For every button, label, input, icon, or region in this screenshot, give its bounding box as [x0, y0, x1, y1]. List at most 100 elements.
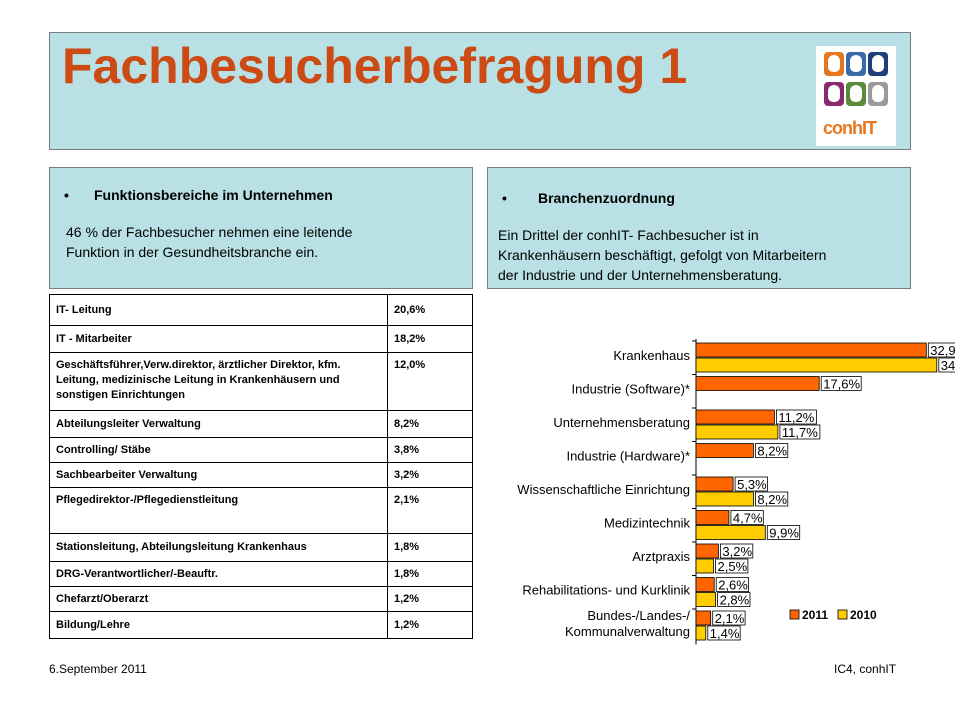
logo-face-icon	[868, 52, 888, 76]
data-label: 2,1%	[715, 611, 745, 626]
bar-2011	[695, 610, 712, 626]
data-label: 2,6%	[718, 578, 748, 593]
table-row: Geschäftsführer,Verw.direktor, ärztliche…	[49, 352, 473, 411]
data-label-box	[754, 443, 789, 458]
bar-2010	[695, 525, 766, 540]
table-cell-label: DRG-Verantwortlicher/-Beauftr.	[49, 561, 388, 587]
data-label-box	[779, 424, 821, 440]
category-label: Arztpraxis	[632, 549, 690, 564]
industry-text: Ein Drittel der conhIT- Fachbesucher ist…	[498, 225, 826, 285]
bar-2011	[695, 376, 820, 391]
table-row: Abteilungsleiter Verwaltung 8,2%	[49, 410, 473, 438]
data-label-box	[715, 577, 749, 592]
table-cell-label: Abteilungsleiter Verwaltung	[49, 410, 388, 438]
bar-2011	[695, 476, 734, 492]
table-row: Pflegedirektor-/Pflegedienstleitung 2,1%	[49, 487, 473, 534]
table-row: Stationsleitung, Abteilungsleitung Krank…	[49, 533, 473, 562]
functions-text: 46 % der Fachbesucher nehmen eine leiten…	[66, 222, 352, 262]
data-label-box	[717, 592, 751, 607]
data-label-box	[734, 476, 768, 492]
table-cell-label: Sachbearbeiter Verwaltung	[49, 462, 388, 488]
table-cell-value: 1,8%	[387, 561, 473, 587]
data-label-box	[766, 525, 801, 540]
legend-swatch	[837, 609, 848, 620]
table-cell-label: Chefarzt/Oberarzt	[49, 586, 388, 612]
data-label: 11,7%	[782, 425, 818, 440]
conhit-logo: conhIT	[816, 46, 896, 146]
footer-date: 6.September 2011	[49, 662, 147, 676]
bar-2010	[695, 592, 717, 607]
data-label-box	[775, 409, 817, 425]
data-label: 8,2%	[757, 492, 787, 507]
table-row: Bildung/Lehre 1,2%	[49, 611, 473, 639]
table-cell-value: 1,2%	[387, 586, 473, 612]
legend-box	[788, 607, 882, 623]
table-cell-value: 1,8%	[387, 533, 473, 562]
category-label: Industrie (Hardware)*	[566, 449, 690, 464]
table-cell-value: 2,1%	[387, 487, 473, 534]
data-label: 17,6%	[823, 377, 860, 392]
table-cell-label: Geschäftsführer,Verw.direktor, ärztliche…	[49, 352, 388, 411]
industry-heading: Branchenzuordnung	[538, 190, 675, 206]
functions-heading: Funktionsbereiche im Unternehmen	[94, 187, 333, 203]
data-label-box	[927, 342, 955, 358]
data-label: 8,2%	[757, 444, 787, 459]
functions-text-line: 46 % der Fachbesucher nehmen eine leiten…	[66, 224, 353, 240]
data-label-box	[730, 510, 764, 525]
logo-text: conhIT	[823, 118, 877, 138]
category-label: Medizintechnik	[604, 516, 690, 531]
data-label: 9,9%	[769, 526, 799, 541]
table-row: IT - Mitarbeiter 18,2%	[49, 325, 473, 353]
logo-face-icon	[846, 52, 866, 76]
bar-2010	[695, 558, 714, 574]
data-label-box	[754, 491, 789, 507]
table-cell-label: Controlling/ Stäbe	[49, 437, 388, 463]
data-label-box	[719, 543, 754, 559]
bar-2010	[695, 625, 707, 641]
bar-2011	[695, 443, 754, 458]
data-label: 2,5%	[718, 559, 748, 574]
bullet-icon: •	[502, 190, 507, 206]
logo-face-icon	[868, 82, 888, 106]
data-label: 5,3%	[737, 477, 767, 492]
table-cell-label: Pflegedirektor-/Pflegedienstleitung	[49, 487, 388, 534]
table-row: Sachbearbeiter Verwaltung 3,2%	[49, 462, 473, 488]
industry-text-line: Krankenhäusern beschäftigt, gefolgt von …	[498, 247, 827, 263]
table-cell-value: 3,2%	[387, 462, 473, 488]
data-label: 11,2%	[778, 410, 814, 425]
legend-swatch	[789, 609, 800, 620]
industry-panel: • Branchenzuordnung Ein Drittel der conh…	[487, 167, 911, 289]
data-label-box	[820, 376, 862, 391]
table-cell-value: 1,2%	[387, 611, 473, 639]
table-cell-label: IT - Mitarbeiter	[49, 325, 388, 353]
data-label: 4,7%	[733, 511, 763, 526]
table-cell-label: IT- Leitung	[49, 294, 388, 326]
table-cell-value: 3,8%	[387, 437, 473, 463]
category-label: Unternehmensberatung	[553, 415, 690, 430]
footer-source: IC4, conhIT	[834, 662, 897, 676]
bar-2011	[695, 510, 730, 525]
title-box: Fachbesucherbefragung 1 conhIT	[49, 32, 911, 150]
logo-face-icon	[824, 52, 844, 76]
industry-text-line: Ein Drittel der conhIT- Fachbesucher ist…	[498, 227, 759, 243]
functions-text-line: Funktion in der Gesundheitsbranche ein.	[66, 244, 319, 260]
bar-2011	[695, 409, 775, 425]
category-label: Rehabilitations- und Kurklinik	[522, 583, 690, 598]
data-label: 1,4%	[710, 626, 740, 641]
category-label: Bundes-/Landes-/Kommunalverwaltung	[565, 608, 690, 639]
table-row: IT- Leitung 20,6%	[49, 294, 473, 326]
industry-bar-chart: Krankenhaus 32,9%34,4% Industrie (Software…	[517, 339, 955, 645]
table-row: DRG-Verantwortlicher/-Beauftr. 1,8%	[49, 561, 473, 587]
data-label: 32,9%	[930, 343, 955, 358]
bar-2011	[695, 577, 715, 592]
data-label: 3,2%	[722, 544, 752, 559]
table-cell-value: 8,2%	[387, 410, 473, 438]
data-label-box	[707, 625, 741, 641]
data-label-box	[712, 610, 746, 626]
category-label: Industrie (Software)*	[572, 382, 691, 397]
bar-2011	[695, 342, 927, 358]
table-cell-label: Bildung/Lehre	[49, 611, 388, 639]
bar-2010	[695, 424, 779, 440]
table-row: Controlling/ Stäbe 3,8%	[49, 437, 473, 463]
bullet-icon: •	[64, 187, 69, 203]
